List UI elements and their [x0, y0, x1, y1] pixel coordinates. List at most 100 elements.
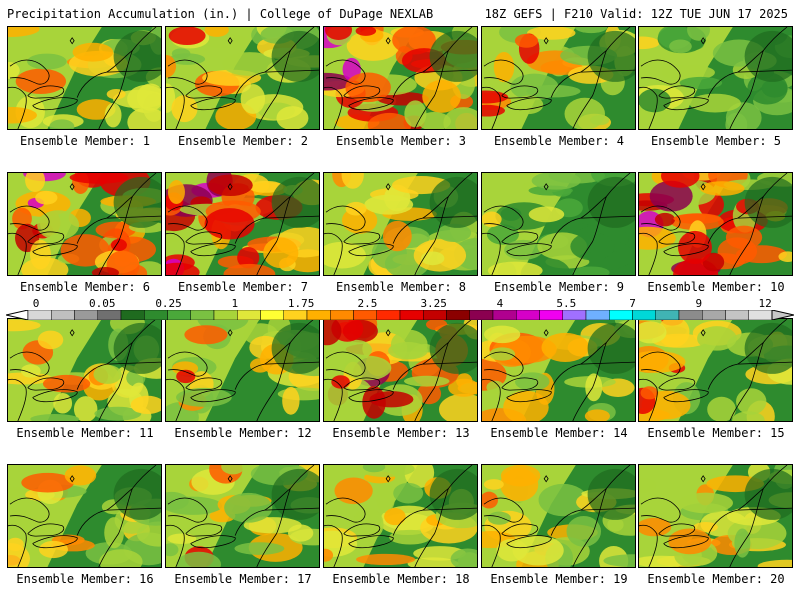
colorbar-tick-labels: 0 0.05 0.25 1 1.75 2.5 3.25 4 5.5 7 9 12: [6, 298, 794, 310]
colorbar-swatch: [260, 310, 284, 320]
ensemble-member-map: [7, 464, 162, 568]
colorbar-swatch: [144, 310, 168, 320]
map-boundaries: [166, 319, 319, 421]
colorbar-tick-label: 1.75: [287, 297, 315, 310]
colorbar-swatch: [190, 310, 215, 320]
precipitation-field: [482, 319, 635, 421]
colorbar-swatch: [748, 310, 773, 320]
map-boundaries: [639, 465, 792, 567]
precipitation-field: [639, 173, 792, 275]
precipitation-field: [166, 27, 319, 129]
colorbar-tick-label: 9: [695, 297, 703, 310]
colorbar-tick-label: 12: [758, 297, 772, 310]
precipitation-field: [639, 465, 792, 567]
precipitation-field: [324, 27, 477, 129]
ensemble-member-label: Ensemble Member: 16: [16, 572, 154, 586]
colorbar-swatch: [97, 310, 122, 320]
colorbar-swatch: [678, 310, 703, 320]
ensemble-member-map: [323, 318, 478, 422]
colorbar-tick-label: 5.5: [556, 297, 577, 310]
ensemble-member-map: [165, 172, 320, 276]
model-run-valid-time: 18Z GEFS | F210 Valid: 12Z TUE JUN 17 20…: [484, 7, 788, 21]
map-boundaries: [639, 27, 792, 129]
colorbar-tick-label: 3.25: [420, 297, 447, 310]
ensemble-member-map: [638, 318, 793, 422]
colorbar-swatch: [446, 310, 470, 320]
ensemble-member-label: Ensemble Member: 7: [177, 280, 309, 294]
ensemble-member-map: [638, 172, 793, 276]
colorbar-swatch: [725, 310, 749, 320]
colorbar-swatch: [376, 310, 401, 320]
ensemble-member-map: [7, 318, 162, 422]
ensemble-member-label: Ensemble Member: 18: [332, 572, 470, 586]
ensemble-member-map: [7, 26, 162, 130]
ensemble-member-label: Ensemble Member: 3: [335, 134, 467, 148]
map-boundaries: [324, 173, 477, 275]
map-boundaries: [482, 465, 635, 567]
ensemble-member-label: Ensemble Member: 8: [335, 280, 467, 294]
precipitation-field: [639, 319, 792, 421]
colorbar-scale: [6, 310, 794, 320]
map-boundaries: [324, 319, 477, 421]
precipitation-field: [324, 319, 477, 421]
ensemble-member-label: Ensemble Member: 4: [493, 134, 625, 148]
precipitation-colorbar: 0 0.05 0.25 1 1.75 2.5 3.25 4 5.5 7 9 12: [6, 298, 794, 320]
ensemble-member-map: [7, 172, 162, 276]
ensemble-member-map: [323, 26, 478, 130]
colorbar-swatch: [74, 310, 98, 320]
ensemble-member-label: Ensemble Member: 14: [490, 426, 628, 440]
colorbar-swatch: [399, 310, 424, 320]
colorbar-tick-label: 0.05: [89, 297, 116, 310]
colorbar-swatch: [51, 310, 75, 320]
colorbar-swatch: [632, 310, 656, 320]
map-boundaries: [482, 27, 635, 129]
colorbar-swatch: [213, 310, 238, 320]
precipitation-field: [8, 465, 161, 567]
precipitation-field: [639, 27, 792, 129]
colorbar-swatch: [167, 310, 191, 320]
ensemble-member-label: Ensemble Member: 11: [16, 426, 154, 440]
colorbar-swatch: [655, 310, 680, 320]
colorbar-swatch: [330, 310, 354, 320]
ensemble-member-map: [165, 464, 320, 568]
map-boundaries: [324, 27, 477, 129]
ensemble-member-label: Ensemble Member: 5: [650, 134, 782, 148]
precipitation-field: [482, 465, 635, 567]
precipitation-field: [324, 173, 477, 275]
ensemble-member-map: [481, 464, 636, 568]
colorbar-swatch: [702, 310, 726, 320]
ensemble-member-map: [165, 318, 320, 422]
colorbar-left-arrow: [6, 310, 29, 320]
ensemble-member-map: [481, 318, 636, 422]
ensemble-member-label: Ensemble Member: 6: [19, 280, 151, 294]
colorbar-swatch: [469, 310, 494, 320]
ensemble-member-label: Ensemble Member: 13: [332, 426, 470, 440]
ensemble-member-map: [165, 26, 320, 130]
map-boundaries: [639, 319, 792, 421]
colorbar-right-arrow: [771, 310, 794, 320]
colorbar-swatch: [120, 310, 145, 320]
map-boundaries: [8, 173, 161, 275]
map-boundaries: [8, 319, 161, 421]
map-boundaries: [639, 173, 792, 275]
map-boundaries: [482, 173, 635, 275]
colorbar-swatch: [306, 310, 331, 320]
precipitation-field: [166, 319, 319, 421]
colorbar-swatch: [283, 310, 308, 320]
ensemble-member-label: Ensemble Member: 17: [174, 572, 312, 586]
ensemble-member-map: [481, 172, 636, 276]
colorbar-swatch: [585, 310, 610, 320]
colorbar-swatch: [237, 310, 261, 320]
colorbar-swatch: [516, 310, 540, 320]
colorbar-swatch: [562, 310, 587, 320]
map-boundaries: [482, 319, 635, 421]
precipitation-field: [482, 173, 635, 275]
map-boundaries: [166, 465, 319, 567]
map-boundaries: [166, 27, 319, 129]
ensemble-member-map: [638, 26, 793, 130]
ensemble-member-label: Ensemble Member: 15: [647, 426, 785, 440]
ensemble-member-map: [481, 26, 636, 130]
colorbar-swatch: [609, 310, 633, 320]
precipitation-field: [8, 319, 161, 421]
ensemble-member-label: Ensemble Member: 10: [647, 280, 785, 294]
